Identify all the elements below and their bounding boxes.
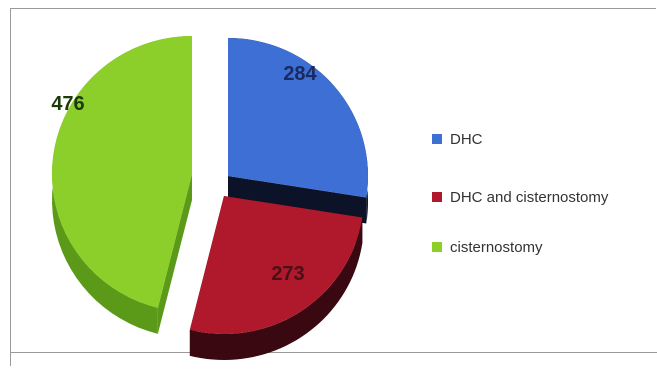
pie-slice-dhc: [228, 38, 368, 198]
legend-item-0: DHC: [432, 124, 608, 154]
chart-frame: [10, 8, 657, 366]
pie-slice-dhc-and-cisternostomy: [189, 196, 363, 334]
pie-slice-cisternostomy: [51, 36, 192, 308]
legend-swatch: [432, 192, 442, 202]
pie-slice-wall-2-0: [157, 174, 192, 334]
legend: DHC DHC and cisternostomy cisternostomy: [432, 124, 608, 290]
pie-slice-wall-0-1: [228, 176, 367, 224]
legend-swatch: [432, 134, 442, 144]
legend-swatch: [432, 242, 442, 252]
pie-slice-label-0: 284: [283, 63, 317, 85]
legend-label: DHC: [450, 130, 483, 148]
pie-labels: 284 273 476: [51, 63, 317, 285]
pie-slice-side-1: [189, 217, 363, 360]
pie-tops: [51, 36, 368, 334]
pie-slice-label-1: 273: [271, 263, 304, 285]
legend-label: DHC and cisternostomy: [450, 188, 609, 206]
pie-slice-label-2: 476: [51, 93, 84, 115]
legend-item-2: cisternostomy: [432, 232, 608, 262]
legend-label: cisternostomy: [450, 238, 543, 256]
legend-item-1: DHC and cisternostomy: [432, 182, 608, 212]
